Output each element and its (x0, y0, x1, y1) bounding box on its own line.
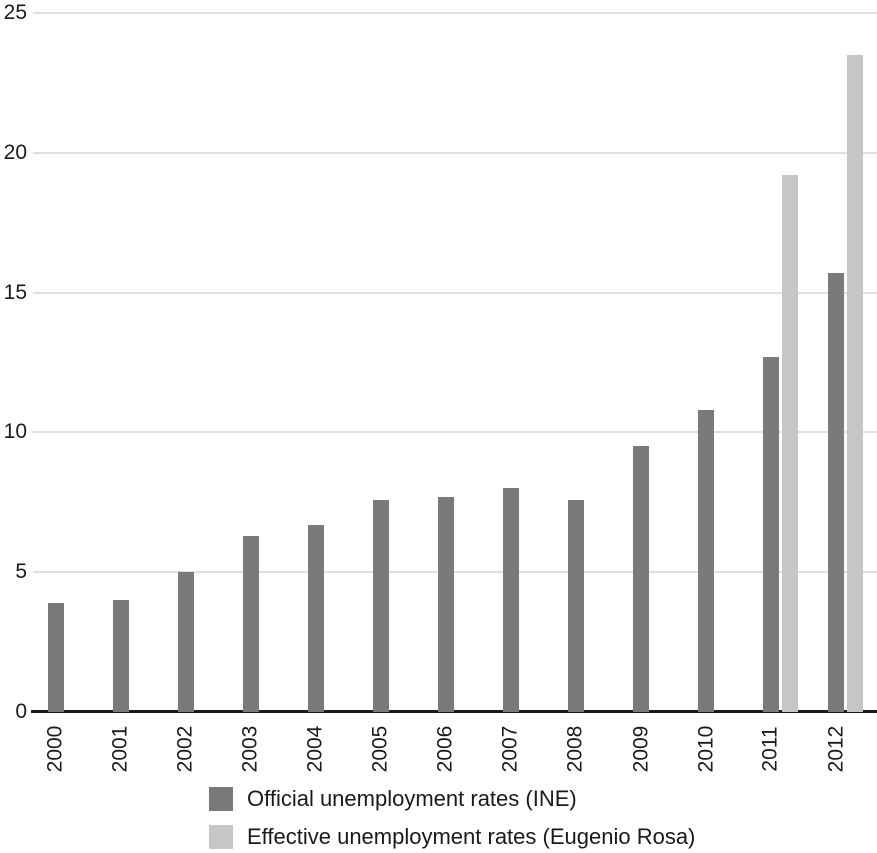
x-axis-tick-label-text: 2011 (758, 726, 782, 772)
y-axis-tick-label: 5 (15, 560, 27, 584)
plot-area: 0 5 10 15 20 25 (3, 1, 877, 723)
x-axis-line (31, 710, 877, 713)
bar-official-2000 (47, 602, 64, 712)
bar-official-2006 (437, 496, 454, 712)
x-axis-tick-label-2005: 2005 (346, 717, 416, 781)
bar-official-2003 (242, 535, 259, 712)
x-axis-tick-label-text: 2000 (43, 725, 67, 773)
x-axis-tick-label-text: 2001 (108, 725, 132, 773)
bar-effective-2011 (781, 175, 798, 712)
gridline-5 (33, 571, 877, 574)
y-axis-tick-label: 15 (3, 280, 27, 304)
x-axis-tick-label-text: 2005 (368, 725, 392, 773)
legend-label-effective: Effective unemployment rates (Eugenio Ro… (247, 824, 696, 849)
gridline-20 (33, 151, 877, 154)
legend-item-effective: Effective unemployment rates (Eugenio Ro… (209, 824, 695, 850)
legend-swatch-effective-icon (209, 825, 233, 849)
legend-item-official: Official unemployment rates (INE) (209, 786, 695, 812)
x-axis-tick-label-2001: 2001 (86, 717, 156, 781)
x-axis-tick-label-text: 2010 (693, 725, 717, 773)
x-axis-tick-label-text: 2007 (498, 725, 522, 773)
bar-effective-2012 (846, 55, 863, 712)
x-axis-tick-label-2000: 2000 (21, 717, 91, 781)
x-axis-tick-label-2004: 2004 (281, 717, 351, 781)
x-axis-tick-label-text: 2012 (823, 725, 847, 773)
bar-official-2002 (177, 572, 194, 712)
x-axis-tick-label-text: 2004 (303, 725, 327, 773)
gridline-15 (33, 291, 877, 294)
gridline-25 (33, 12, 877, 15)
x-axis-tick-label-2003: 2003 (216, 717, 286, 781)
bar-official-2004 (307, 524, 324, 712)
bar-official-2001 (112, 600, 129, 712)
bar-official-2007 (502, 488, 519, 712)
legend: Official unemployment rates (INE) Effect… (209, 786, 695, 853)
y-axis-tick-label: 10 (3, 420, 27, 444)
bar-official-2012 (827, 273, 844, 712)
x-axis-tick-label-text: 2002 (173, 725, 197, 773)
legend-label-official: Official unemployment rates (INE) (247, 786, 577, 811)
legend-swatch-official-icon (209, 787, 233, 811)
x-axis-tick-label-text: 2003 (238, 725, 262, 773)
x-axis-tick-label-2009: 2009 (606, 717, 676, 781)
x-axis-tick-label-2011: 2011 (736, 717, 806, 781)
x-axis-tick-label-text: 2008 (563, 725, 587, 773)
x-axis-tick-label-text: 2009 (628, 725, 652, 773)
x-axis-tick-label-text: 2006 (433, 725, 457, 773)
x-axis-tick-label-2008: 2008 (541, 717, 611, 781)
bar-official-2011 (762, 356, 779, 712)
bar-official-2005 (372, 499, 389, 712)
y-axis-tick-label: 25 (3, 1, 27, 25)
y-axis-tick-label: 0 (15, 700, 27, 723)
x-axis-tick-label-2006: 2006 (411, 717, 481, 781)
bar-official-2008 (567, 499, 584, 712)
x-axis-tick-label-2012: 2012 (801, 717, 871, 781)
x-axis-tick-label-2007: 2007 (476, 717, 546, 781)
bar-official-2009 (632, 446, 649, 712)
y-axis-tick-label: 20 (3, 140, 27, 164)
x-axis-tick-label-2002: 2002 (151, 717, 221, 781)
bar-official-2010 (697, 410, 714, 712)
gridline-10 (33, 431, 877, 434)
x-axis-tick-label-2010: 2010 (671, 717, 741, 781)
